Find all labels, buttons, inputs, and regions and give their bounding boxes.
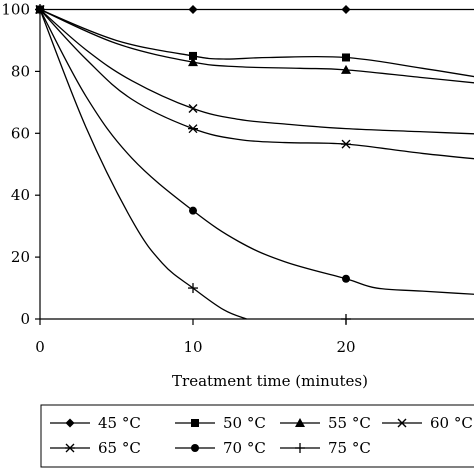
data-point-65-c bbox=[341, 139, 351, 149]
data-point-45-c bbox=[188, 5, 198, 14]
x-ticks: 0 10 20 bbox=[35, 319, 356, 356]
y-tick-label: 40 bbox=[11, 186, 30, 204]
legend-label: 50 °C bbox=[223, 414, 266, 432]
legend-marker-65-c bbox=[65, 443, 75, 453]
legend-marker-45-c bbox=[65, 418, 75, 428]
legend-label: 45 °C bbox=[98, 414, 141, 432]
series-lines bbox=[39, 8, 474, 320]
y-tick-label: 20 bbox=[11, 248, 30, 266]
x-tick-label: 0 bbox=[35, 338, 45, 356]
series-line-60-c bbox=[39, 9, 474, 135]
legend-marker-55-c bbox=[295, 418, 305, 427]
legend-marker-70-c bbox=[191, 444, 199, 452]
legend-item-65-c: 65 °C bbox=[50, 439, 141, 457]
legend-label: 55 °C bbox=[328, 414, 371, 432]
legend-item-55-c: 55 °C bbox=[280, 414, 371, 432]
legend-box bbox=[40, 404, 474, 468]
axes bbox=[39, 4, 474, 320]
legend-marker-50-c bbox=[191, 419, 199, 427]
legend-item-60-c: 60 °C bbox=[382, 414, 473, 432]
data-point-65-c bbox=[188, 124, 198, 134]
series-line-50-c bbox=[39, 8, 474, 78]
data-point-75-c bbox=[188, 283, 198, 294]
data-point-75-c bbox=[341, 314, 351, 324]
legend-label: 65 °C bbox=[98, 439, 141, 457]
x-tick-label: 10 bbox=[183, 338, 202, 356]
legend-label: 75 °C bbox=[328, 439, 371, 457]
legend-label: 70 °C bbox=[223, 439, 266, 457]
series-line-70-c bbox=[39, 9, 474, 295]
legend-item-50-c: 50 °C bbox=[175, 414, 266, 432]
y-tick-label: 80 bbox=[11, 62, 30, 80]
data-point-70-c bbox=[189, 206, 197, 215]
data-point-55-c bbox=[188, 57, 198, 67]
series-markers bbox=[35, 4, 351, 324]
series-line-75-c bbox=[39, 9, 247, 320]
y-tick-label: 0 bbox=[20, 310, 30, 328]
legend-item-70-c: 70 °C bbox=[175, 439, 266, 457]
series-line-65-c bbox=[39, 9, 474, 160]
data-point-55-c bbox=[341, 64, 351, 74]
legend: 45 °C 50 °C 55 °C 60 °C 65 °C 70 °C 75 °C bbox=[40, 404, 474, 468]
data-point-75-c bbox=[35, 4, 45, 15]
series-line-55-c bbox=[39, 8, 474, 84]
legend-marker-75-c bbox=[295, 443, 305, 453]
data-point-50-c bbox=[189, 51, 197, 60]
data-point-70-c bbox=[342, 274, 350, 283]
y-ticks: 0 20 40 60 80 100 bbox=[1, 1, 40, 328]
data-point-50-c bbox=[342, 53, 350, 62]
legend-item-75-c: 75 °C bbox=[280, 439, 371, 457]
x-axis-title: Treatment time (minutes) bbox=[172, 372, 368, 390]
legend-item-45-c: 45 °C bbox=[50, 414, 141, 432]
legend-label: 60 °C bbox=[430, 414, 473, 432]
data-point-45-c bbox=[341, 5, 351, 14]
x-tick-label: 20 bbox=[336, 338, 355, 356]
data-point-60-c bbox=[188, 104, 198, 114]
y-tick-label: 60 bbox=[11, 124, 30, 142]
y-tick-label: 100 bbox=[1, 1, 30, 19]
legend-marker-60-c bbox=[397, 418, 407, 428]
